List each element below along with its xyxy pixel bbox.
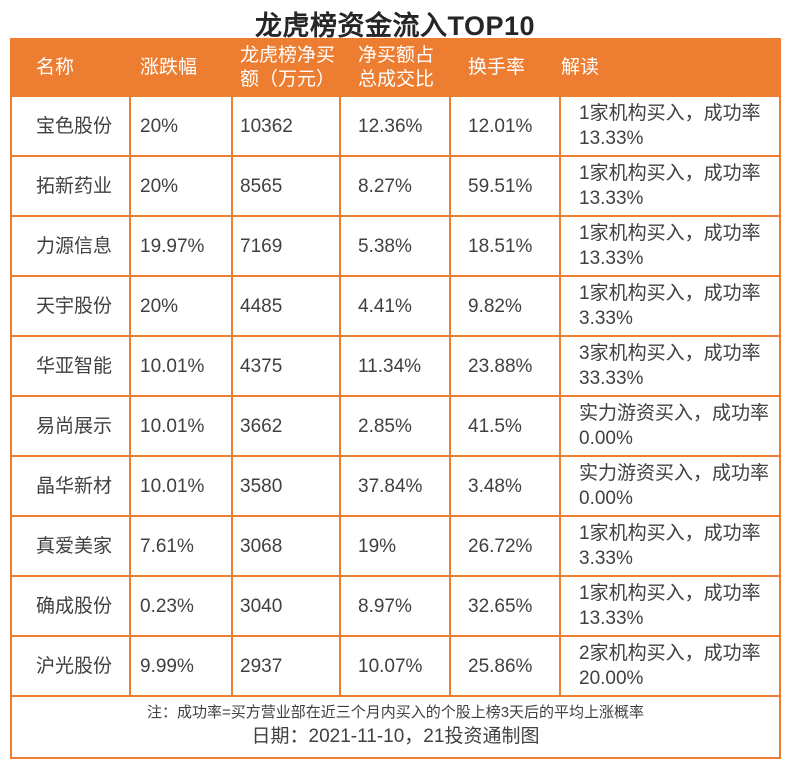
column-header-net-buy-ratio: 净买额占总成交比 bbox=[339, 38, 451, 97]
cell-net-buy-amount: 3580 bbox=[231, 455, 341, 517]
cell-interpretation: 1家机构买入，成功率3.33% bbox=[559, 275, 781, 337]
cell-turnover-rate: 26.72% bbox=[449, 515, 561, 577]
table-header: 名称 涨跌幅 龙虎榜净买额（万元） 净买额占总成交比 换手率 解读 bbox=[10, 38, 781, 97]
cell-name: 沪光股份 bbox=[10, 635, 131, 697]
cell-interpretation: 1家机构买入，成功率13.33% bbox=[559, 155, 781, 217]
cell-turnover-rate: 18.51% bbox=[449, 215, 561, 277]
cell-net-buy-ratio: 8.97% bbox=[339, 575, 451, 637]
cell-name: 宝色股份 bbox=[10, 95, 131, 157]
cell-net-buy-ratio: 10.07% bbox=[339, 635, 451, 697]
cell-turnover-rate: 59.51% bbox=[449, 155, 561, 217]
cell-net-buy-ratio: 2.85% bbox=[339, 395, 451, 457]
success-rate-footnote: 注：成功率=买方营业部在近三个月内买入的个股上榜3天后的平均上涨概率 bbox=[146, 704, 645, 721]
cell-net-buy-amount: 3662 bbox=[231, 395, 341, 457]
cell-turnover-rate: 41.5% bbox=[449, 395, 561, 457]
cell-interpretation: 1家机构买入，成功率13.33% bbox=[559, 215, 781, 277]
cell-name: 确成股份 bbox=[10, 575, 131, 637]
cell-change-pct: 9.99% bbox=[129, 635, 233, 697]
cell-net-buy-amount: 3040 bbox=[231, 575, 341, 637]
cell-turnover-rate: 23.88% bbox=[449, 335, 561, 397]
date-and-credit-line: 日期：2021-11-10，21投资通制图 bbox=[251, 726, 540, 747]
cell-interpretation: 实力游资买入，成功率0.00% bbox=[559, 455, 781, 517]
cell-change-pct: 10.01% bbox=[129, 395, 233, 457]
cell-interpretation: 实力游资买入，成功率0.00% bbox=[559, 395, 781, 457]
column-header-turnover-rate: 换手率 bbox=[449, 38, 561, 97]
cell-net-buy-ratio: 5.38% bbox=[339, 215, 451, 277]
cell-change-pct: 10.01% bbox=[129, 335, 233, 397]
cell-net-buy-ratio: 8.27% bbox=[339, 155, 451, 217]
cell-net-buy-amount: 3068 bbox=[231, 515, 341, 577]
table-row: 真爱美家 7.61% 3068 19% 26.72% 1家机构买入，成功率3.33% bbox=[10, 515, 781, 577]
header-row: 名称 涨跌幅 龙虎榜净买额（万元） 净买额占总成交比 换手率 解读 bbox=[10, 38, 781, 97]
cell-net-buy-ratio: 12.36% bbox=[339, 95, 451, 157]
cell-interpretation: 3家机构买入，成功率33.33% bbox=[559, 335, 781, 397]
cell-name: 华亚智能 bbox=[10, 335, 131, 397]
cell-turnover-rate: 12.01% bbox=[449, 95, 561, 157]
cell-change-pct: 20% bbox=[129, 95, 233, 157]
cell-name: 真爱美家 bbox=[10, 515, 131, 577]
cell-net-buy-ratio: 37.84% bbox=[339, 455, 451, 517]
top10-table: 名称 涨跌幅 龙虎榜净买额（万元） 净买额占总成交比 换手率 解读 宝色股份 20% 1036… bbox=[10, 38, 781, 759]
cell-net-buy-amount: 2937 bbox=[231, 635, 341, 697]
cell-net-buy-amount: 8565 bbox=[231, 155, 341, 217]
cell-net-buy-ratio: 11.34% bbox=[339, 335, 451, 397]
cell-turnover-rate: 32.65% bbox=[449, 575, 561, 637]
cell-change-pct: 20% bbox=[129, 155, 233, 217]
cell-change-pct: 7.61% bbox=[129, 515, 233, 577]
cell-net-buy-ratio: 19% bbox=[339, 515, 451, 577]
cell-name: 晶华新材 bbox=[10, 455, 131, 517]
cell-net-buy-amount: 7169 bbox=[231, 215, 341, 277]
table-row: 华亚智能 10.01% 4375 11.34% 23.88% 3家机构买入，成功率33.3… bbox=[10, 335, 781, 397]
cell-net-buy-amount: 4485 bbox=[231, 275, 341, 337]
column-header-net-buy-amount: 龙虎榜净买额（万元） bbox=[231, 38, 341, 97]
table-row: 易尚展示 10.01% 3662 2.85% 41.5% 实力游资买入，成功率0.00% bbox=[10, 395, 781, 457]
cell-name: 拓新药业 bbox=[10, 155, 131, 217]
table-body: 宝色股份 20% 10362 12.36% 12.01% 1家机构买入，成功率13.33%… bbox=[10, 95, 781, 697]
footer-cell: 注：成功率=买方营业部在近三个月内买入的个股上榜3天后的平均上涨概率 日期：20… bbox=[10, 695, 781, 759]
cell-interpretation: 1家机构买入，成功率3.33% bbox=[559, 515, 781, 577]
column-header-interpretation: 解读 bbox=[559, 38, 781, 97]
cell-interpretation: 1家机构买入，成功率13.33% bbox=[559, 575, 781, 637]
cell-name: 天宇股份 bbox=[10, 275, 131, 337]
column-header-name: 名称 bbox=[10, 38, 131, 97]
cell-net-buy-amount: 10362 bbox=[231, 95, 341, 157]
table-row: 天宇股份 20% 4485 4.41% 9.82% 1家机构买入，成功率3.33% bbox=[10, 275, 781, 337]
table-row: 沪光股份 9.99% 2937 10.07% 25.86% 2家机构买入，成功率20.00… bbox=[10, 635, 781, 697]
column-header-change-pct: 涨跌幅 bbox=[129, 38, 233, 97]
cell-interpretation: 2家机构买入，成功率20.00% bbox=[559, 635, 781, 697]
table-row: 宝色股份 20% 10362 12.36% 12.01% 1家机构买入，成功率13.33% bbox=[10, 95, 781, 157]
cell-change-pct: 20% bbox=[129, 275, 233, 337]
cell-change-pct: 19.97% bbox=[129, 215, 233, 277]
cell-net-buy-ratio: 4.41% bbox=[339, 275, 451, 337]
table-footer: 注：成功率=买方营业部在近三个月内买入的个股上榜3天后的平均上涨概率 日期：20… bbox=[10, 695, 781, 759]
page-title: 龙虎榜资金流入TOP10 bbox=[254, 11, 536, 41]
cell-name: 易尚展示 bbox=[10, 395, 131, 457]
cell-turnover-rate: 3.48% bbox=[449, 455, 561, 517]
cell-interpretation: 1家机构买入，成功率13.33% bbox=[559, 95, 781, 157]
table-row: 力源信息 19.97% 7169 5.38% 18.51% 1家机构买入，成功率13.33… bbox=[10, 215, 781, 277]
cell-net-buy-amount: 4375 bbox=[231, 335, 341, 397]
cell-name: 力源信息 bbox=[10, 215, 131, 277]
cell-change-pct: 10.01% bbox=[129, 455, 233, 517]
cell-change-pct: 0.23% bbox=[129, 575, 233, 637]
cell-turnover-rate: 25.86% bbox=[449, 635, 561, 697]
table-row: 拓新药业 20% 8565 8.27% 59.51% 1家机构买入，成功率13.33% bbox=[10, 155, 781, 217]
table-row: 晶华新材 10.01% 3580 37.84% 3.48% 实力游资买入，成功率0.00% bbox=[10, 455, 781, 517]
footer-row: 注：成功率=买方营业部在近三个月内买入的个股上榜3天后的平均上涨概率 日期：20… bbox=[10, 695, 781, 759]
table-row: 确成股份 0.23% 3040 8.97% 32.65% 1家机构买入，成功率13.33% bbox=[10, 575, 781, 637]
cell-turnover-rate: 9.82% bbox=[449, 275, 561, 337]
